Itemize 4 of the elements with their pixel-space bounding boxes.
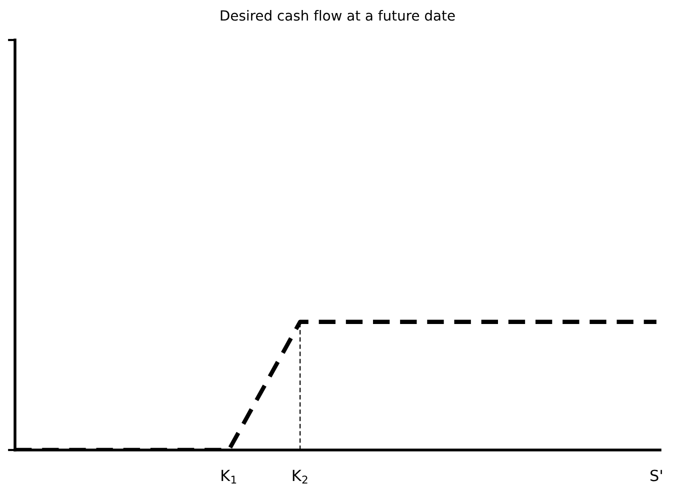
- chart-title: Desired cash flow at a future date: [220, 10, 455, 21]
- x-tick-label: K$_{1}$: [222, 470, 236, 484]
- x-tick-label: S': [650, 470, 662, 482]
- x-tick-label: K$_{2}$: [292, 470, 308, 484]
